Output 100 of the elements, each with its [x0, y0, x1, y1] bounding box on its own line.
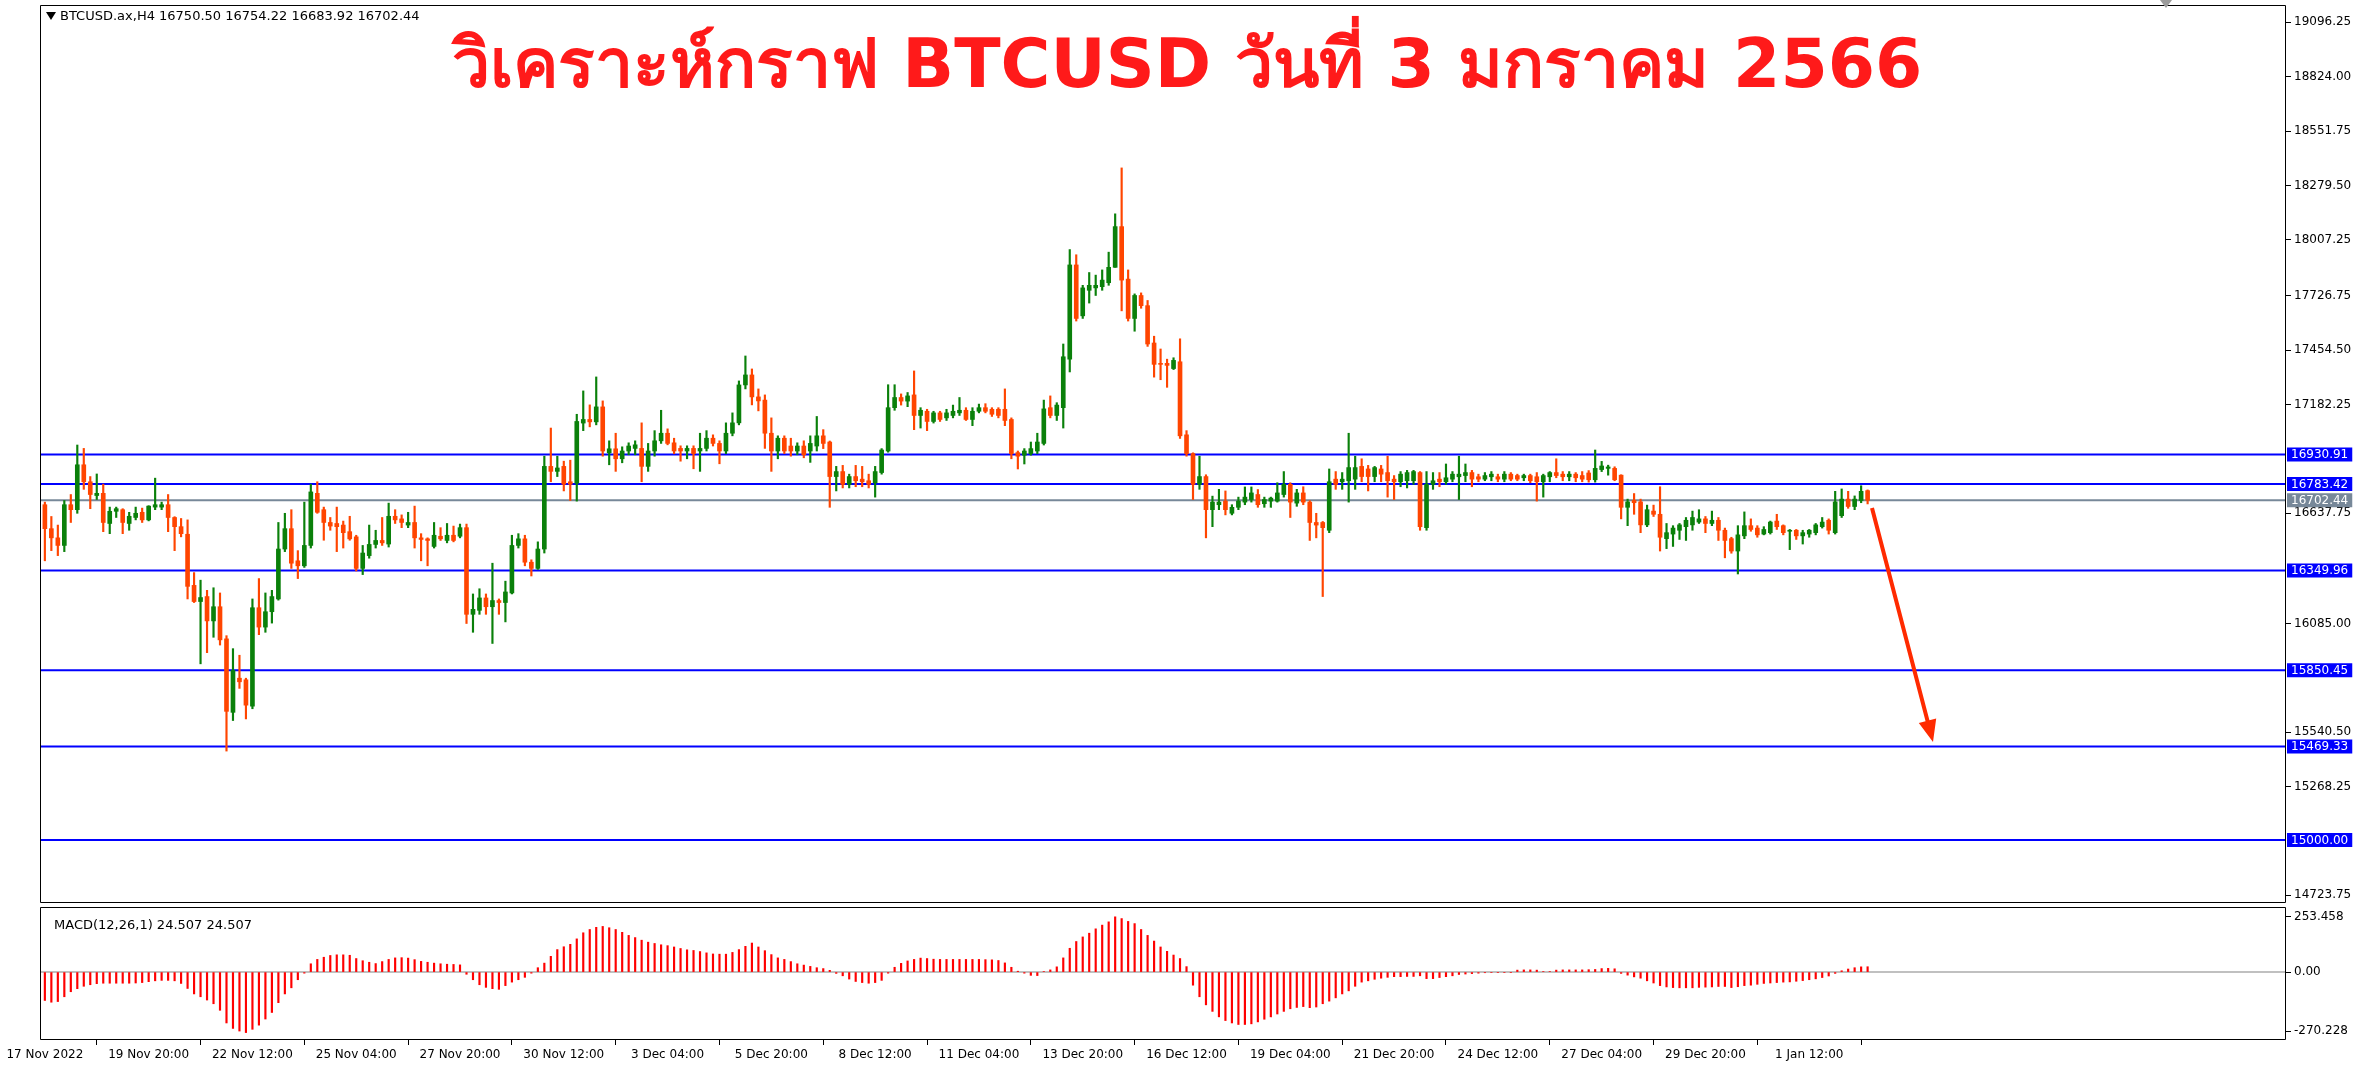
- bar: [1159, 946, 1162, 972]
- bar: [420, 961, 423, 972]
- bar: [1704, 972, 1707, 988]
- bar: [925, 958, 929, 972]
- candlestick: [957, 397, 962, 416]
- bar: [355, 958, 358, 972]
- bar: [913, 959, 916, 972]
- bar: [329, 955, 332, 972]
- bar: [192, 972, 196, 995]
- bar: [588, 929, 591, 972]
- bar: [938, 959, 942, 972]
- bar: [264, 972, 267, 1020]
- bar: [1691, 972, 1694, 989]
- bar: [1393, 972, 1396, 977]
- candlestick: [1158, 348, 1163, 381]
- bar: [186, 972, 189, 989]
- bar: [536, 967, 539, 972]
- bar: [1762, 972, 1765, 984]
- bar: [1678, 972, 1681, 989]
- bar: [400, 957, 403, 972]
- bar: [335, 954, 338, 972]
- bar: [95, 972, 98, 984]
- bar: [770, 954, 773, 972]
- x-tick-label: 19 Nov 20:00: [108, 1047, 190, 1062]
- bar: [199, 972, 202, 998]
- bar: [964, 959, 968, 972]
- bar: [1107, 921, 1110, 972]
- bar: [523, 972, 526, 978]
- bar: [108, 972, 111, 984]
- bar: [562, 946, 565, 972]
- bar: [212, 972, 215, 1005]
- bar: [413, 959, 416, 972]
- candlestick: [1677, 523, 1682, 540]
- bar: [141, 972, 144, 983]
- bar: [1594, 969, 1597, 972]
- x-tick-label: 30 Nov 12:00: [523, 1047, 605, 1062]
- x-tick-label: 13 Dec 20:00: [1042, 1047, 1124, 1062]
- bar: [1587, 969, 1590, 972]
- x-tick-label: 1 Jan 12:00: [1775, 1047, 1844, 1062]
- bar: [841, 972, 844, 977]
- candlestick: [490, 562, 495, 644]
- ref-line-label: 15469.33: [2291, 739, 2349, 754]
- bar: [115, 972, 118, 984]
- candlestick: [211, 587, 216, 638]
- bar: [724, 953, 728, 972]
- bar: [1120, 918, 1123, 972]
- bar: [783, 959, 786, 972]
- bar: [1133, 923, 1136, 972]
- bar: [1140, 929, 1143, 972]
- bar: [1367, 972, 1370, 982]
- bar: [718, 953, 721, 972]
- bar: [1315, 972, 1318, 1008]
- bar: [1029, 972, 1032, 976]
- x-tick-label: 29 Dec 20:00: [1665, 1047, 1746, 1062]
- bar: [1782, 972, 1785, 983]
- bar: [1127, 921, 1130, 972]
- candlestick: [1664, 523, 1669, 549]
- x-tick-label: 11 Dec 04:00: [938, 1047, 1020, 1062]
- bar: [1224, 972, 1227, 1021]
- bar: [1730, 972, 1733, 988]
- bar: [1866, 966, 1869, 972]
- bar: [621, 932, 624, 972]
- candlestick: [717, 440, 722, 465]
- ref-line-label: 16783.42: [2291, 476, 2349, 491]
- bar: [556, 949, 559, 972]
- bar: [640, 939, 643, 972]
- bar: [225, 972, 228, 1024]
- bar: [1068, 947, 1071, 972]
- bar: [1321, 972, 1324, 1005]
- bar: [698, 951, 702, 972]
- bar: [134, 972, 137, 984]
- bar: [1256, 972, 1259, 1023]
- x-tick-label: 27 Dec 04:00: [1561, 1047, 1643, 1062]
- candlestick: [1437, 472, 1442, 488]
- bar: [1380, 972, 1383, 979]
- bar: [1354, 972, 1357, 987]
- bar: [1697, 972, 1701, 988]
- y-tick-label: 17182.25: [2294, 396, 2352, 411]
- bar: [1328, 972, 1331, 1002]
- bar: [1230, 972, 1233, 1024]
- bar: [997, 960, 1000, 972]
- bar: [614, 929, 617, 972]
- bar: [1645, 972, 1649, 982]
- bar: [984, 959, 987, 972]
- bar: [763, 950, 766, 972]
- bar: [154, 972, 157, 982]
- candlestick: [237, 654, 242, 689]
- bar: [1801, 972, 1804, 981]
- bar: [1217, 972, 1221, 1018]
- bar: [160, 972, 163, 981]
- candlestick: [691, 445, 696, 470]
- candlestick: [198, 579, 203, 665]
- bar: [1723, 972, 1726, 987]
- bar: [471, 972, 475, 981]
- bar: [1425, 972, 1428, 979]
- bar: [1341, 972, 1344, 995]
- y-tick-label: 253.458: [2294, 908, 2344, 923]
- bar: [634, 937, 637, 972]
- x-tick-label: 16 Dec 12:00: [1146, 1047, 1227, 1062]
- bar: [56, 972, 59, 1002]
